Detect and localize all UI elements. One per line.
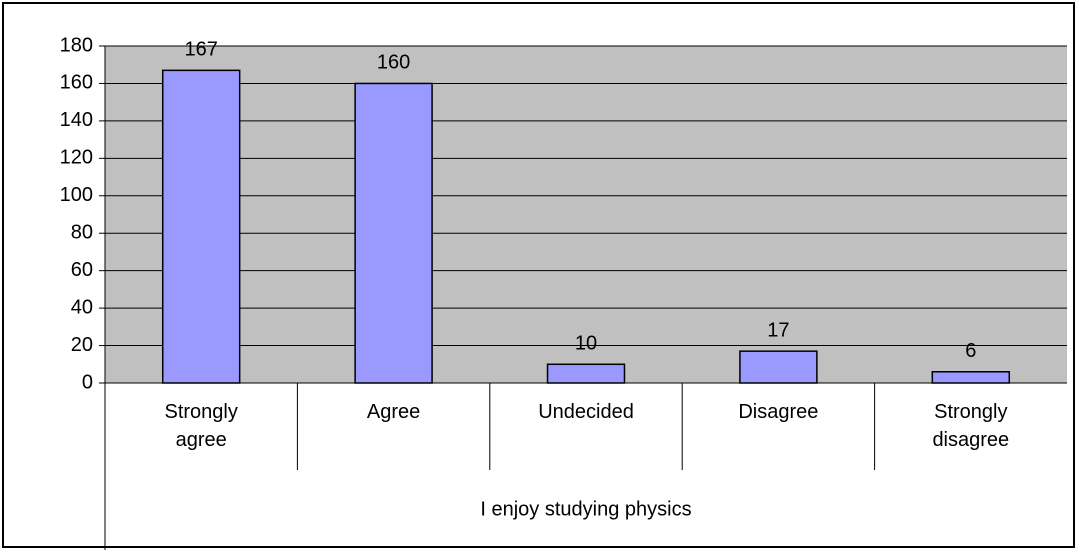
x-tick-label: Disagree: [738, 401, 819, 423]
data-label: 6: [965, 340, 976, 362]
y-tick-label: 20: [71, 334, 93, 356]
data-label: 17: [767, 319, 789, 341]
data-label: 160: [377, 52, 410, 74]
x-group-label: I enjoy studying physics: [480, 498, 691, 520]
y-tick-label: 80: [71, 222, 93, 244]
y-tick-label: 40: [71, 296, 93, 318]
y-tick-label: 60: [71, 259, 93, 281]
bar: [354, 82, 433, 384]
y-tick-label: 160: [60, 72, 93, 94]
y-tick-label: 180: [60, 34, 93, 56]
data-label: 167: [185, 39, 218, 61]
y-tick-label: 140: [60, 109, 93, 131]
data-label: 10: [575, 333, 597, 355]
y-tick-label: 120: [60, 147, 93, 169]
bar: [161, 69, 241, 384]
bar: [931, 371, 1011, 384]
x-tick-label: Undecided: [538, 401, 634, 423]
x-tick-label: Agree: [366, 401, 421, 423]
x-tick-label: Strongly disagree: [932, 401, 1010, 451]
y-tick-label: 100: [60, 184, 93, 206]
plot-area: [105, 46, 1067, 383]
bar: [546, 363, 626, 384]
y-tick-label: 0: [82, 371, 93, 393]
bar: [739, 350, 818, 384]
x-tick-label: Strongly agree: [164, 401, 238, 451]
